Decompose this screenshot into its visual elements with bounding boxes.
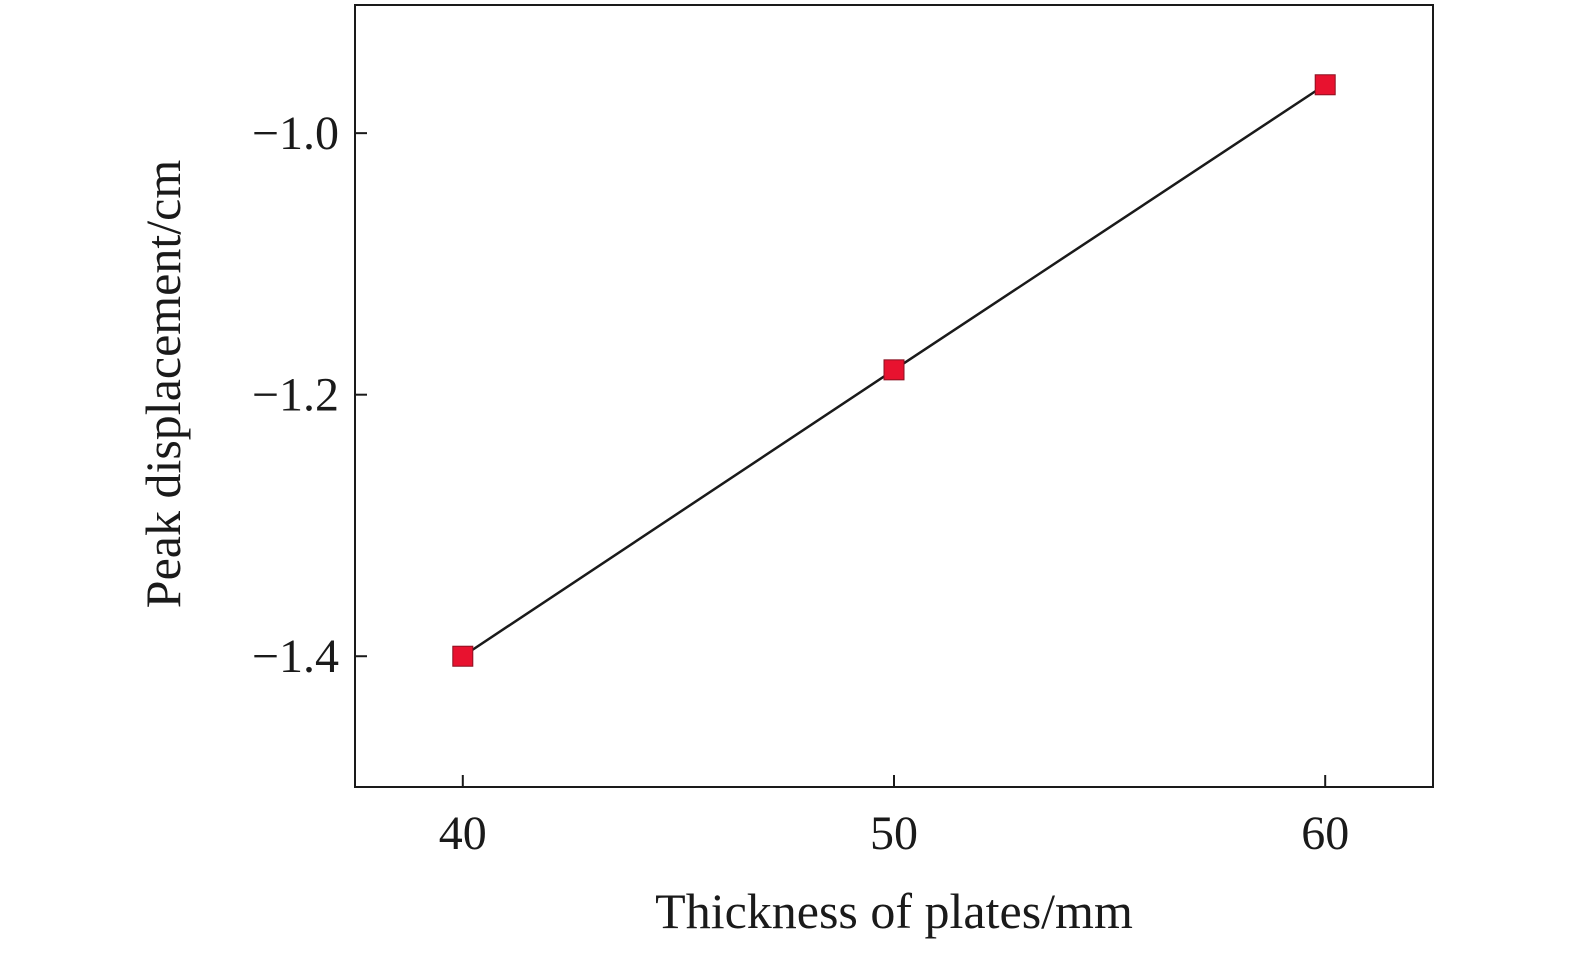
series-layer <box>452 74 1336 667</box>
y-tick-label-2: −1.0 <box>252 107 339 160</box>
x-tick-label-40: 40 <box>439 807 487 860</box>
data-point-50 <box>883 359 905 381</box>
data-point-40 <box>452 645 474 667</box>
y-tick-label-1: −1.2 <box>252 369 339 422</box>
x-axis-title: Thickness of plates/mm <box>655 883 1133 939</box>
data-point-60 <box>1314 74 1336 96</box>
x-tick-label-50: 50 <box>870 807 918 860</box>
x-axis-ticks: 40 50 60 <box>439 775 1349 860</box>
y-axis-title: Peak displacement/cm <box>135 160 191 609</box>
y-tick-label-0: −1.4 <box>252 630 339 683</box>
x-tick-label-60: 60 <box>1301 807 1349 860</box>
y-axis-ticks: −1.4 −1.2 −1.0 <box>252 107 367 683</box>
plot-area: 40 50 60 −1.4 −1.2 −1.0 <box>252 4 1434 860</box>
